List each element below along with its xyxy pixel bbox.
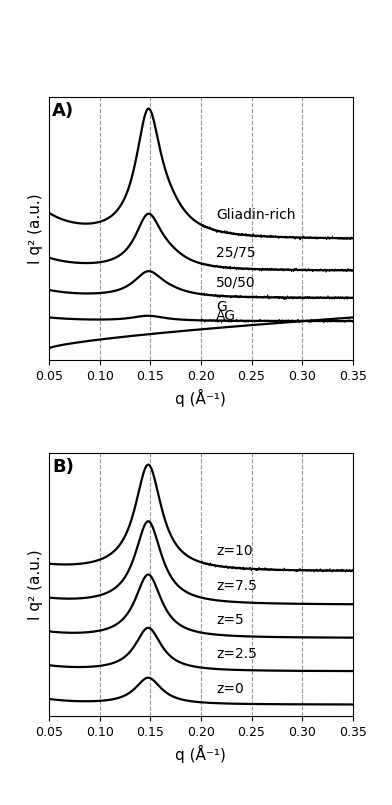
Y-axis label: I q² (a.u.): I q² (a.u.)	[29, 549, 44, 620]
Text: z=5: z=5	[216, 613, 244, 627]
Text: z=0: z=0	[216, 682, 244, 696]
Text: G: G	[216, 300, 227, 314]
Text: z=10: z=10	[216, 544, 253, 558]
X-axis label: q (Å⁻¹): q (Å⁻¹)	[176, 745, 226, 763]
Y-axis label: I q² (a.u.): I q² (a.u.)	[29, 193, 44, 264]
Text: 25/75: 25/75	[216, 246, 256, 260]
Text: z=2.5: z=2.5	[216, 647, 257, 662]
Text: z=7.5: z=7.5	[216, 579, 257, 592]
Text: B): B)	[52, 458, 74, 476]
X-axis label: q (Å⁻¹): q (Å⁻¹)	[176, 389, 226, 407]
Text: 50/50: 50/50	[216, 275, 256, 289]
Text: AG: AG	[216, 309, 236, 323]
Text: Gliadin-rich: Gliadin-rich	[216, 208, 296, 222]
Text: A): A)	[52, 102, 74, 120]
